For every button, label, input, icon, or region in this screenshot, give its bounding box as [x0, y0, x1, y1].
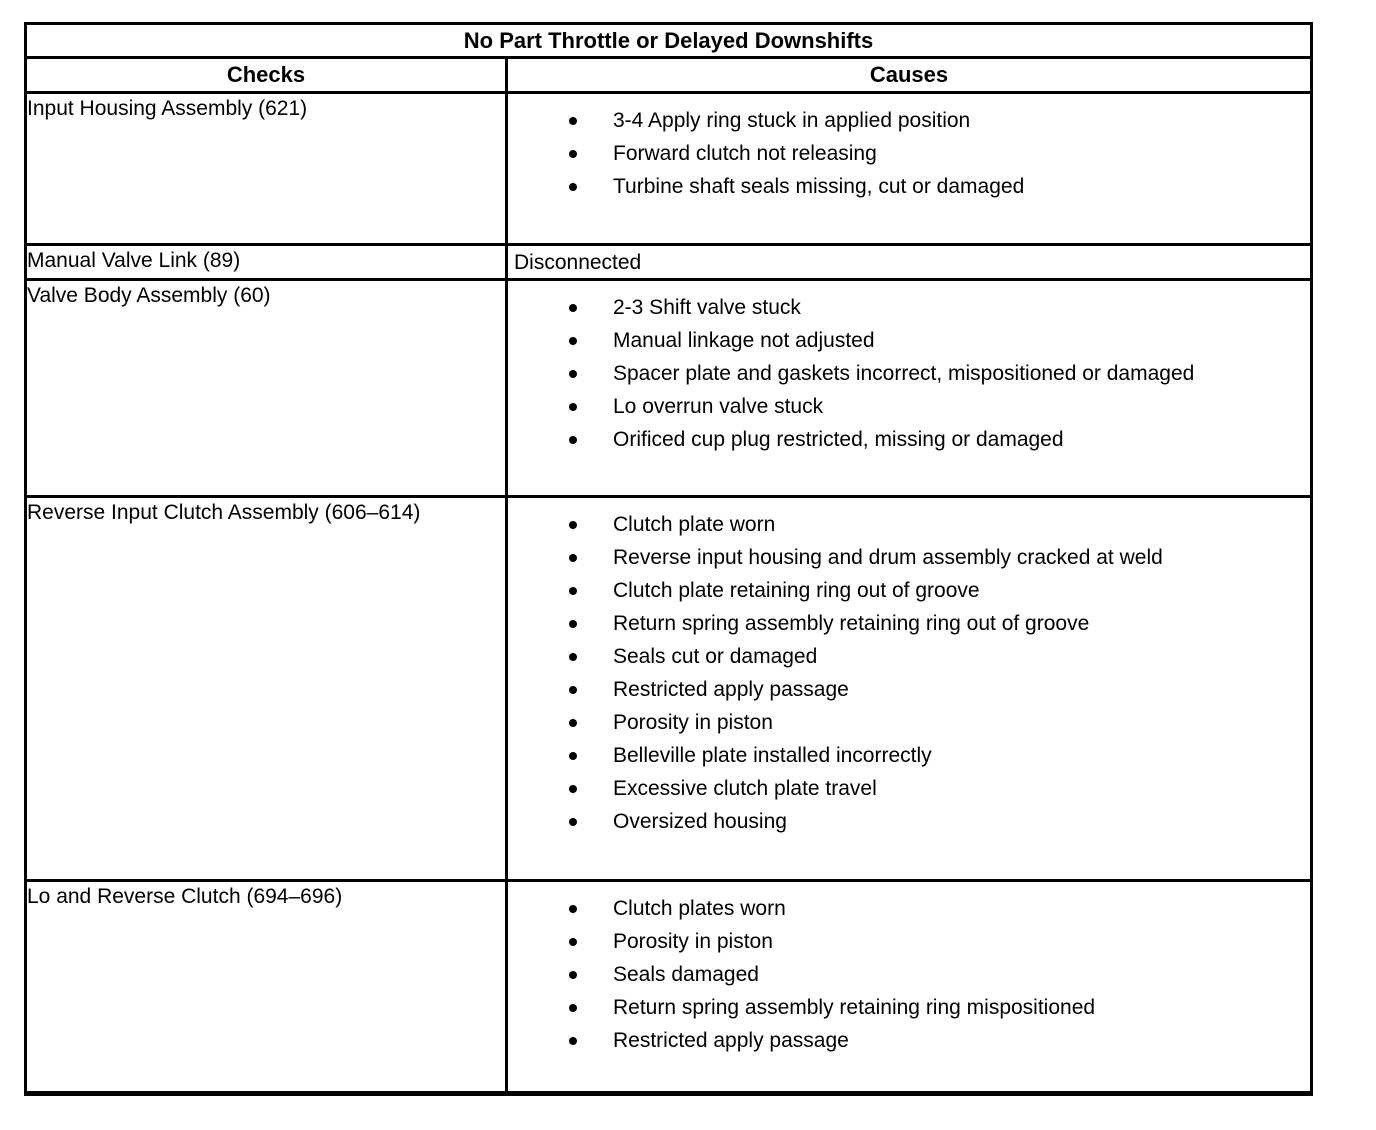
bullet-icon	[569, 304, 577, 312]
causes-list: Clutch plates worn Porosity in piston Seal…	[510, 884, 1309, 1058]
cause-text: Clutch plate retaining ring out of groov…	[613, 579, 980, 602]
cause-text: Spacer plate and gaskets incorrect, misp…	[613, 362, 1195, 385]
cause-text: Manual linkage not adjusted	[613, 329, 875, 352]
bullet-icon	[569, 719, 577, 727]
table-row: Manual Valve Link (89) Disconnected	[24, 243, 1313, 281]
cause-item: Oversized housing	[510, 805, 1309, 838]
cause-text: Porosity in piston	[613, 930, 773, 953]
title-row: No Part Throttle or Delayed Downshifts	[24, 22, 1313, 59]
cause-text: Seals damaged	[613, 963, 759, 986]
bullet-icon	[569, 117, 577, 125]
causes-cell: 2-3 Shift valve stuck Manual linkage not …	[505, 278, 1313, 498]
cause-text: Belleville plate installed incorrectly	[613, 744, 932, 767]
cause-text: Clutch plates worn	[613, 897, 786, 920]
column-header-checks: Checks	[24, 56, 508, 94]
check-cell: Valve Body Assembly (60)	[24, 278, 508, 498]
bullet-icon	[569, 150, 577, 158]
cause-text: Return spring assembly retaining ring ou…	[613, 612, 1090, 635]
cause-item: Manual linkage not adjusted	[510, 324, 1309, 357]
column-header-causes: Causes	[505, 56, 1313, 94]
table-title: No Part Throttle or Delayed Downshifts	[24, 22, 1313, 59]
bullet-icon	[569, 436, 577, 444]
bullet-icon	[569, 752, 577, 760]
cause-text: Excessive clutch plate travel	[613, 777, 877, 800]
cause-item: Clutch plate retaining ring out of groov…	[510, 574, 1309, 607]
cause-item: Orificed cup plug restricted, missing or…	[510, 423, 1309, 456]
bullet-icon	[569, 521, 577, 529]
causes-list: 3-4 Apply ring stuck in applied position…	[510, 96, 1309, 204]
bullet-icon	[569, 971, 577, 979]
bullet-icon	[569, 183, 577, 191]
bullet-icon	[569, 1037, 577, 1045]
cause-text: Oversized housing	[613, 810, 787, 833]
check-cell: Input Housing Assembly (621)	[24, 91, 508, 246]
check-cell: Reverse Input Clutch Assembly (606–614)	[24, 495, 508, 882]
cause-item: Return spring assembly retaining ring ou…	[510, 607, 1309, 640]
cause-item: Excessive clutch plate travel	[510, 772, 1309, 805]
cause-text: Lo overrun valve stuck	[613, 395, 824, 418]
cause-item: Belleville plate installed incorrectly	[510, 739, 1309, 772]
cause-text: Clutch plate worn	[613, 513, 776, 536]
check-cell: Manual Valve Link (89)	[24, 243, 508, 281]
bullet-icon	[569, 785, 577, 793]
cause-text: Forward clutch not releasing	[613, 142, 877, 165]
cause-item: Porosity in piston	[510, 706, 1309, 739]
cause-text: Orificed cup plug restricted, missing or…	[613, 428, 1064, 451]
cause-item: Clutch plate worn	[510, 508, 1309, 541]
bullet-icon	[569, 554, 577, 562]
cause-item: Restricted apply passage	[510, 673, 1309, 706]
causes-cell: 3-4 Apply ring stuck in applied position…	[505, 91, 1313, 246]
table-row: Valve Body Assembly (60) 2-3 Shift valve …	[24, 278, 1313, 498]
causes-list: Clutch plate worn Reverse input housing a…	[510, 500, 1309, 839]
check-cell: Lo and Reverse Clutch (694–696)	[24, 879, 508, 1095]
cause-item: Seals damaged	[510, 958, 1309, 991]
table-row: Input Housing Assembly (621) 3-4 Apply ri…	[24, 91, 1313, 246]
bullet-icon	[569, 370, 577, 378]
cause-item: Clutch plates worn	[510, 892, 1309, 925]
bullet-icon	[569, 587, 577, 595]
cause-item: Porosity in piston	[510, 925, 1309, 958]
bullet-icon	[569, 620, 577, 628]
diagnosis-table: No Part Throttle or Delayed Downshifts C…	[24, 22, 1313, 1096]
causes-cell: Clutch plates worn Porosity in piston Seal…	[505, 879, 1313, 1095]
cause-text: Turbine shaft seals missing, cut or dama…	[613, 175, 1025, 198]
cause-item: Spacer plate and gaskets incorrect, misp…	[510, 357, 1309, 390]
cause-item: Turbine shaft seals missing, cut or dama…	[510, 170, 1309, 203]
table-row: Reverse Input Clutch Assembly (606–614) C…	[24, 495, 1313, 882]
cause-item: 3-4 Apply ring stuck in applied position	[510, 104, 1309, 137]
cause-text: Return spring assembly retaining ring mi…	[613, 996, 1096, 1019]
cause-item: Return spring assembly retaining ring mi…	[510, 991, 1309, 1024]
bullet-icon	[569, 938, 577, 946]
cause-item: Restricted apply passage	[510, 1024, 1309, 1057]
table-row: Lo and Reverse Clutch (694–696) Clutch pl…	[24, 879, 1313, 1095]
causes-cell: Disconnected	[505, 243, 1313, 281]
bullet-icon	[569, 337, 577, 345]
bullet-icon	[569, 653, 577, 661]
cause-item: 2-3 Shift valve stuck	[510, 291, 1309, 324]
bullet-icon	[569, 403, 577, 411]
bullet-icon	[569, 905, 577, 913]
cause-text: Reverse input housing and drum assembly …	[613, 546, 1163, 569]
cause-text: Restricted apply passage	[613, 1029, 849, 1052]
cause-item: Reverse input housing and drum assembly …	[510, 541, 1309, 574]
bullet-icon	[569, 818, 577, 826]
bullet-icon	[569, 686, 577, 694]
header-row: Checks Causes	[24, 56, 1313, 94]
cause-item: Seals cut or damaged	[510, 640, 1309, 673]
causes-list: 2-3 Shift valve stuck Manual linkage not …	[510, 283, 1309, 457]
cause-item: Forward clutch not releasing	[510, 137, 1309, 170]
cause-text: Seals cut or damaged	[613, 645, 818, 668]
cause-text: 3-4 Apply ring stuck in applied position	[613, 109, 971, 132]
cause-text: Restricted apply passage	[613, 678, 849, 701]
cause-text: 2-3 Shift valve stuck	[613, 296, 801, 319]
cause-text: Disconnected	[514, 251, 642, 274]
causes-cell: Clutch plate worn Reverse input housing a…	[505, 495, 1313, 882]
cause-item: Lo overrun valve stuck	[510, 390, 1309, 423]
cause-text: Porosity in piston	[613, 711, 773, 734]
bullet-icon	[569, 1004, 577, 1012]
